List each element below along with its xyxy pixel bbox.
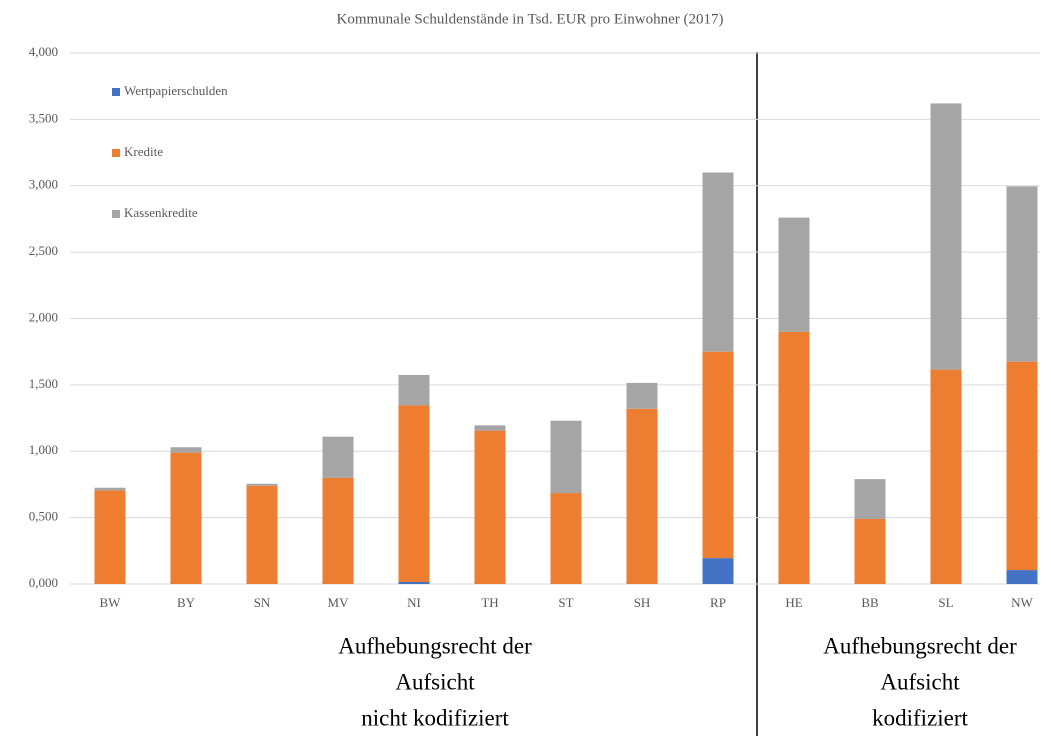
x-tick-label: BB bbox=[861, 595, 879, 610]
legend-label: Kassenkredite bbox=[124, 205, 198, 220]
x-tick-label: MV bbox=[328, 595, 350, 610]
bar-segment bbox=[550, 493, 582, 584]
x-tick-label: NI bbox=[407, 595, 421, 610]
chart-title: Kommunale Schuldenstände in Tsd. EUR pro… bbox=[337, 11, 724, 27]
y-tick-label: 3,000 bbox=[29, 177, 58, 192]
bar-segment bbox=[702, 172, 734, 352]
y-tick-label: 0,000 bbox=[29, 575, 58, 590]
bar-segment bbox=[550, 420, 582, 494]
x-tick-label: BY bbox=[177, 595, 196, 610]
bar-segment bbox=[626, 408, 658, 584]
bar-segment bbox=[1006, 570, 1038, 584]
bar-segment bbox=[626, 382, 658, 409]
annotation: Aufhebungsrecht der bbox=[338, 633, 532, 658]
bar-segment bbox=[94, 487, 126, 491]
bar-segment bbox=[246, 483, 278, 486]
y-tick-label: 1,500 bbox=[29, 376, 58, 391]
bar-segment bbox=[170, 452, 202, 584]
bar-segment bbox=[930, 369, 962, 584]
bar-segment bbox=[854, 479, 886, 519]
y-tick-label: 2,500 bbox=[29, 243, 58, 258]
bar-segment bbox=[246, 485, 278, 584]
x-tick-label: SL bbox=[938, 595, 953, 610]
x-tick-label: BW bbox=[100, 595, 122, 610]
y-tick-label: 0,500 bbox=[29, 509, 58, 524]
annotation: nicht kodifiziert bbox=[361, 705, 509, 730]
x-tick-label: SH bbox=[634, 595, 651, 610]
legend-label: Kredite bbox=[124, 144, 163, 159]
y-tick-label: 4,000 bbox=[29, 44, 58, 59]
bar-segment bbox=[322, 436, 354, 478]
x-tick-label: NW bbox=[1011, 595, 1033, 610]
bar-segment bbox=[322, 477, 354, 584]
bar-segment bbox=[398, 582, 430, 584]
bar-segment bbox=[1006, 361, 1038, 571]
bar-segment bbox=[398, 374, 430, 406]
x-tick-label: RP bbox=[710, 595, 726, 610]
y-tick-label: 1,000 bbox=[29, 442, 58, 457]
bar-segment bbox=[94, 490, 126, 584]
annotation: kodifiziert bbox=[872, 705, 968, 730]
bar-segment bbox=[778, 331, 810, 584]
bar-segment bbox=[398, 405, 430, 583]
legend-swatch bbox=[112, 88, 120, 96]
bar-segment bbox=[778, 217, 810, 332]
annotation: Aufsicht bbox=[395, 669, 475, 694]
y-tick-label: 2,000 bbox=[29, 309, 58, 324]
y-tick-label: 3,500 bbox=[29, 110, 58, 125]
bar-segment bbox=[474, 425, 506, 431]
bar-segment bbox=[474, 430, 506, 584]
annotation: Aufhebungsrecht der bbox=[823, 633, 1017, 658]
bar-segment bbox=[930, 103, 962, 370]
bar-segment bbox=[702, 351, 734, 559]
x-tick-label: SN bbox=[254, 595, 271, 610]
legend-swatch bbox=[112, 210, 120, 218]
bar-segment bbox=[1006, 186, 1038, 362]
legend-label: Wertpapierschulden bbox=[124, 83, 228, 98]
legend-swatch bbox=[112, 149, 120, 157]
bar-segment bbox=[854, 518, 886, 584]
bar-segment bbox=[170, 447, 202, 453]
x-tick-label: HE bbox=[785, 595, 802, 610]
annotation: Aufsicht bbox=[880, 669, 960, 694]
x-tick-label: ST bbox=[558, 595, 573, 610]
bar-segment bbox=[702, 558, 734, 584]
x-tick-label: TH bbox=[481, 595, 498, 610]
